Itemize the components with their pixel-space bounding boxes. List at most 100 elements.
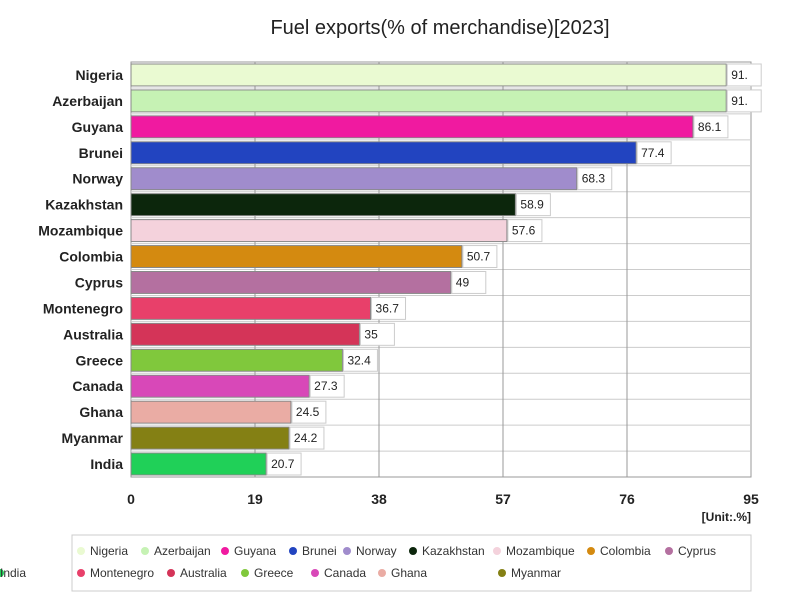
legend-marker: [587, 547, 595, 555]
bar: [130, 193, 516, 217]
legend-label: Norway: [356, 544, 397, 558]
category-label: Ghana: [79, 404, 123, 420]
legend-label: Azerbaijan: [154, 544, 211, 558]
legend-box: [71, 534, 752, 592]
legend-label: Kazakhstan: [422, 544, 485, 558]
value-label: 91.: [731, 94, 748, 108]
x-tick-label: 76: [619, 491, 635, 507]
bar: [130, 167, 578, 191]
category-label: Brunei: [79, 145, 123, 161]
legend-marker: [498, 569, 506, 577]
chart-title: Fuel exports(% of merchandise)[2023]: [270, 17, 609, 39]
legend-marker: [0, 569, 4, 577]
category-label: Canada: [72, 378, 123, 394]
bar: [130, 322, 360, 346]
value-label: 27.3: [314, 379, 338, 393]
legend-label: Nigeria: [90, 544, 128, 558]
value-label-box: [726, 89, 762, 113]
legend-label: Ghana: [391, 566, 427, 580]
legend-marker: [493, 547, 501, 555]
legend-label: Brunei: [302, 544, 337, 558]
legend: Nigeria Azerbaijan Guyana Brunei Norway Kazak…: [0, 534, 752, 592]
category-label: Guyana: [72, 119, 124, 135]
value-label: 24.5: [296, 405, 320, 419]
category-label: Colombia: [59, 249, 123, 265]
legend-label: Greece: [254, 566, 294, 580]
value-label: 86.1: [698, 120, 722, 134]
bar: [130, 219, 508, 243]
legend-marker: [167, 569, 175, 577]
x-tick-label: 57: [495, 491, 511, 507]
legend-marker: [343, 547, 351, 555]
category-label: Norway: [72, 171, 123, 187]
value-label-box: [451, 271, 487, 294]
legend-marker: [378, 569, 386, 577]
x-tick-label: 0: [127, 491, 135, 507]
value-label: 32.4: [347, 353, 371, 367]
category-label: Montenegro: [43, 300, 123, 316]
labels-layer: Nigeria 91. Azerbaijan 91. Guyana 86.1 Brunei 7…: [38, 63, 762, 476]
legend-label: Colombia: [600, 544, 651, 558]
value-label: 68.3: [582, 172, 606, 186]
bar: [130, 141, 637, 165]
legend-label: Mozambique: [506, 544, 575, 558]
x-tick-label: 19: [247, 491, 263, 507]
category-label: Myanmar: [62, 430, 124, 446]
legend-label: Myanmar: [511, 566, 561, 580]
legend-marker: [141, 547, 149, 555]
category-label: India: [90, 456, 123, 472]
value-label: 24.2: [294, 431, 318, 445]
x-tick-label: 38: [371, 491, 387, 507]
x-tick-label: 95: [743, 491, 759, 507]
value-label: 57.6: [512, 224, 536, 238]
bar: [130, 348, 343, 372]
category-label: Kazakhstan: [45, 197, 123, 213]
legend-label: Guyana: [234, 544, 276, 558]
value-label-box: [359, 322, 395, 346]
category-label: Mozambique: [38, 223, 123, 239]
bars-layer: [130, 63, 727, 476]
bar: [130, 296, 372, 320]
category-label: Nigeria: [76, 67, 124, 83]
value-label: 36.7: [376, 301, 400, 315]
legend-marker: [77, 547, 85, 555]
bar: [130, 374, 310, 398]
category-label: Australia: [63, 326, 123, 342]
value-label-box: [726, 63, 762, 87]
value-label: 50.7: [467, 250, 491, 264]
legend-label: Cyprus: [678, 544, 716, 558]
category-label: Azerbaijan: [52, 93, 123, 109]
bar: [130, 426, 290, 450]
value-label-box: [515, 193, 551, 217]
value-label-box: [693, 115, 729, 139]
value-label: 77.4: [641, 146, 665, 160]
value-label-box: [291, 400, 327, 424]
category-label: Cyprus: [75, 274, 123, 290]
value-label-box: [577, 167, 613, 191]
value-label-box: [289, 426, 325, 450]
bar: [130, 115, 694, 139]
bar: [130, 245, 463, 268]
legend-marker: [409, 547, 417, 555]
value-label-box: [266, 452, 302, 476]
value-label-box: [636, 141, 672, 165]
value-label: 58.9: [520, 198, 544, 212]
legend-marker: [77, 569, 85, 577]
legend-label: Australia: [180, 566, 227, 580]
legend-label: India: [0, 566, 26, 580]
legend-marker: [665, 547, 673, 555]
value-label-box: [342, 348, 378, 372]
value-label-box: [462, 245, 498, 268]
value-label: 35: [364, 327, 378, 341]
legend-marker: [311, 569, 319, 577]
legend-marker: [221, 547, 229, 555]
category-label: Greece: [76, 352, 124, 368]
unit-label: [Unit:.%]: [702, 510, 751, 524]
bar: [130, 63, 727, 87]
bar: [130, 89, 727, 113]
bar: [130, 400, 292, 424]
value-label: 91.: [731, 68, 748, 82]
legend-label: Montenegro: [90, 566, 154, 580]
